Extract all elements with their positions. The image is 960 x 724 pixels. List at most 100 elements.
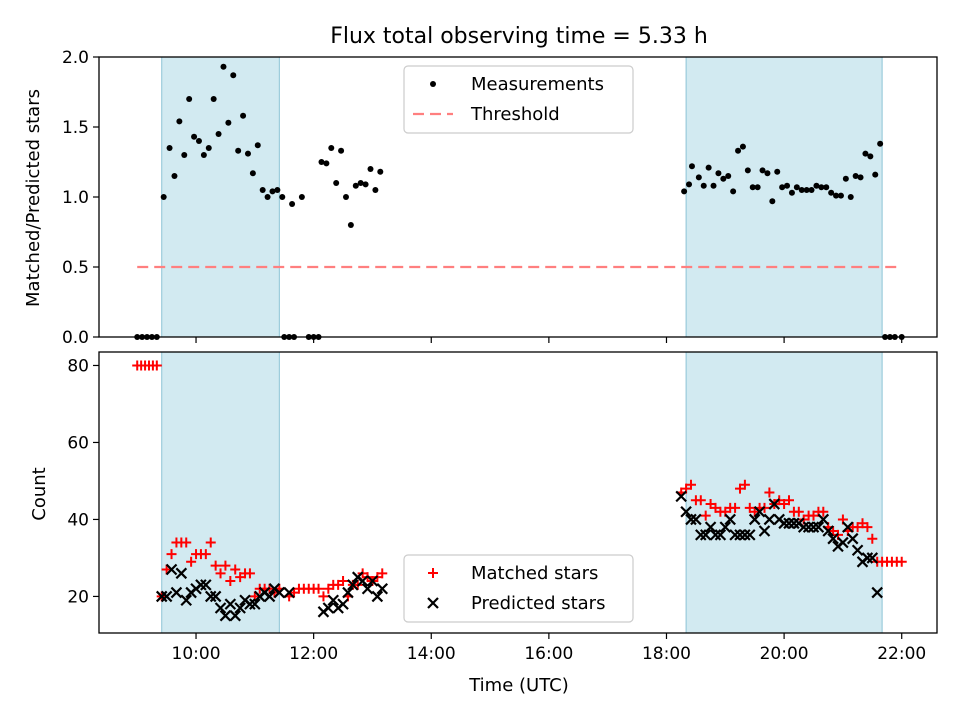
matched-star-point — [151, 360, 162, 371]
measurement-point — [720, 175, 727, 182]
measurement-point — [759, 167, 766, 174]
measurement-point — [774, 168, 781, 175]
matched-star-point — [695, 495, 706, 506]
x-tick-label: 16:00 — [524, 644, 573, 664]
predicted-star-point — [224, 598, 237, 610]
matched-star-point — [700, 510, 711, 521]
predicted-star-point — [155, 590, 168, 603]
bottom-panel: 20 40 60 80 10:00 12:00 14:00 16:00 18:00 20:00 22… — [29, 351, 938, 696]
matched-star-point — [896, 556, 907, 567]
matched-star-point — [161, 564, 172, 575]
predicted-star-point — [758, 525, 771, 537]
predicted-star-point — [690, 513, 702, 526]
predicted-star-point — [204, 590, 217, 603]
measurement-point — [877, 140, 884, 147]
measurement-point — [686, 181, 693, 188]
predicted-star-point — [322, 602, 335, 614]
legend-dot-icon — [430, 81, 436, 87]
matched-star-point — [793, 506, 804, 517]
measurement-point — [357, 180, 364, 186]
measurement-point — [898, 334, 905, 340]
predicted-star-point — [797, 521, 810, 533]
predicted-star-point — [680, 505, 692, 518]
chart-title: Flux total observing time = 5.33 h — [330, 24, 708, 49]
measurement-point — [166, 145, 173, 151]
measurement-point — [367, 166, 374, 172]
x-tick-label: 18:00 — [642, 644, 691, 664]
measurement-point — [857, 174, 864, 181]
measurement-point — [715, 170, 722, 177]
measurement-point — [235, 147, 242, 154]
measurement-point — [195, 138, 202, 144]
predicted-star-point — [827, 532, 839, 545]
matched-star-point — [338, 576, 349, 587]
predicted-star-point — [342, 586, 354, 599]
predicted-star-point — [871, 586, 883, 599]
x-tick-label: 22:00 — [877, 644, 926, 664]
measurement-point — [144, 334, 151, 340]
matched-star-point — [205, 537, 216, 548]
measurement-point — [291, 334, 298, 340]
measurement-point — [705, 164, 712, 171]
predicted-star-point — [376, 582, 389, 595]
measurement-point — [347, 222, 354, 228]
predicted-star-point — [356, 575, 369, 587]
matched-star-point — [862, 522, 873, 533]
x-tick-label: 12:00 — [289, 644, 338, 664]
measurement-point — [828, 189, 835, 196]
predicted-star-point — [249, 598, 261, 610]
predicted-star-point — [724, 513, 736, 526]
measurement-point — [181, 152, 188, 158]
measurement-point — [852, 173, 859, 179]
predicted-star-point — [807, 521, 820, 533]
predicted-star-point — [327, 594, 340, 607]
measurement-point — [210, 96, 217, 102]
measurement-point — [818, 184, 825, 191]
measurement-point — [240, 112, 247, 119]
predicted-star-point — [817, 513, 830, 526]
top-panel: 0.00.51.01.52.0 Matched/Predicted stars … — [23, 48, 938, 348]
measurement-point — [249, 170, 256, 177]
predicted-star-point — [788, 517, 800, 530]
measurement-point — [279, 194, 286, 200]
measurement-point — [269, 188, 276, 195]
measurement-point — [281, 334, 288, 340]
y-tick-label: 1.0 — [62, 188, 89, 208]
measurement-point — [730, 188, 737, 195]
legend-label: Predicted stars — [471, 593, 605, 614]
measurement-point — [710, 182, 717, 189]
matched-star-point — [166, 549, 177, 560]
axes-frame — [98, 56, 938, 338]
measurement-point — [739, 143, 746, 150]
observing-window-1 — [685, 351, 883, 634]
measurement-point — [244, 150, 251, 157]
matched-star-point — [210, 560, 221, 571]
legend-box — [403, 554, 634, 623]
measurement-point — [148, 334, 155, 340]
measurement-point — [362, 181, 369, 188]
predicted-star-point — [719, 521, 732, 533]
predicted-star-point — [709, 529, 722, 541]
x-tick-label: 20:00 — [760, 644, 809, 664]
measurement-point — [788, 189, 795, 196]
measurement-point — [833, 192, 840, 199]
measurement-point — [813, 182, 820, 189]
bottom-legend: Matched stars Predicted stars — [403, 554, 634, 623]
legend-x-icon — [427, 597, 439, 609]
legend-plus-icon — [428, 568, 438, 578]
predicted-star-point — [229, 609, 242, 622]
y-tick-label: 0.0 — [62, 328, 89, 348]
measurement-point — [352, 182, 359, 189]
predicted-star-point — [822, 525, 834, 537]
y-tick-label: 60 — [67, 433, 89, 453]
predicted-star-point — [195, 579, 207, 591]
matched-star-point — [181, 537, 192, 548]
measurement-point — [315, 334, 322, 340]
measurement-point — [160, 194, 167, 200]
matched-star-point — [318, 591, 329, 602]
measurement-point — [286, 334, 293, 340]
predicted-star-point — [704, 521, 717, 533]
measurement-point — [254, 142, 261, 149]
predicted-star-point — [837, 536, 849, 549]
